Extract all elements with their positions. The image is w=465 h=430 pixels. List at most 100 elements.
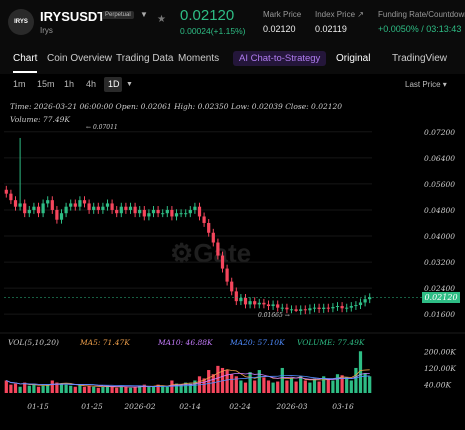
candle-body bbox=[36, 206, 41, 214]
volume-bar bbox=[55, 382, 59, 393]
volume-bar bbox=[170, 380, 174, 393]
candle-body bbox=[266, 304, 271, 307]
high-annotation-value: 0.07011 bbox=[92, 124, 118, 131]
volume-bar bbox=[27, 385, 31, 393]
volume-bar bbox=[124, 386, 128, 393]
tab-trading-data[interactable]: Trading Data bbox=[116, 53, 174, 64]
candle-body bbox=[82, 200, 87, 204]
volume-bar bbox=[239, 380, 243, 393]
candle-body bbox=[317, 307, 321, 309]
volume-bar bbox=[138, 385, 142, 393]
volume-bar bbox=[142, 384, 146, 393]
volume-bar bbox=[41, 385, 45, 393]
tab-moments[interactable]: Moments bbox=[178, 53, 220, 64]
volume-bar bbox=[128, 387, 133, 393]
timeframe-15m[interactable]: 15m bbox=[37, 79, 55, 89]
volume-bar bbox=[96, 387, 100, 393]
index-price-label[interactable]: Index Price ↗ bbox=[315, 10, 364, 19]
volume-bar bbox=[276, 381, 280, 393]
volume-bar bbox=[32, 384, 36, 393]
tab-chart[interactable]: Chart bbox=[13, 53, 38, 64]
volume-bar bbox=[331, 380, 335, 393]
volume-bar bbox=[23, 382, 27, 393]
timeframe-dropdown-icon[interactable]: ▼ bbox=[126, 81, 133, 88]
timeframe-1m[interactable]: 1m bbox=[13, 79, 26, 89]
volume-bar bbox=[211, 374, 215, 393]
candle-body bbox=[55, 209, 59, 220]
candle-body bbox=[161, 213, 165, 215]
mark-price-value: 0.02120 bbox=[263, 24, 296, 34]
volume-bar bbox=[174, 383, 179, 393]
candle-body bbox=[184, 213, 188, 215]
volume-bar bbox=[317, 381, 321, 393]
header: IRYS IRYSUSDT Perpetual Irys ▼ ★ 0.02120… bbox=[0, 0, 465, 44]
active-tab-indicator bbox=[13, 71, 37, 73]
chevron-down-icon[interactable]: ▼ bbox=[140, 10, 148, 19]
candle-body bbox=[368, 297, 372, 300]
candle-body bbox=[124, 206, 128, 210]
candle-body bbox=[326, 307, 330, 309]
timeframe-4h[interactable]: 4h bbox=[86, 79, 97, 89]
ma5-legend: MA5: 71.47K bbox=[80, 338, 130, 347]
candle-body bbox=[59, 213, 64, 220]
volume-bar bbox=[69, 385, 73, 393]
tab-ai-chat-to-strategy[interactable]: AI Chat-to-Strategy bbox=[233, 51, 327, 66]
candle-body bbox=[271, 304, 275, 307]
tab-coin-overview[interactable]: Coin Overview bbox=[47, 53, 113, 64]
candle-body bbox=[174, 213, 179, 217]
volume-bar bbox=[230, 374, 234, 393]
volume-bar bbox=[133, 386, 137, 393]
x-tick-label: 02-24 bbox=[229, 402, 251, 411]
candle-body bbox=[87, 203, 91, 210]
volume-bar bbox=[303, 380, 307, 393]
timeframe-1h[interactable]: 1h bbox=[64, 79, 75, 89]
y-tick-label: 0.03200 bbox=[424, 258, 455, 267]
vol-legend: VOL(5,10,20) bbox=[8, 338, 59, 347]
candle-body bbox=[230, 281, 234, 292]
volume-bar bbox=[262, 377, 266, 393]
last-price-select[interactable]: Last Price ▾ bbox=[405, 80, 447, 89]
x-tick-label: 01-15 bbox=[27, 402, 49, 411]
volume-bar bbox=[271, 382, 275, 393]
candle-body bbox=[202, 216, 206, 223]
volume-bar bbox=[105, 385, 110, 393]
candle-body bbox=[211, 232, 215, 243]
candle-body bbox=[197, 206, 202, 217]
volume-bar bbox=[9, 384, 13, 393]
volume-tick-label: 200.00K bbox=[423, 347, 456, 356]
timeframe-1d[interactable]: 1D bbox=[108, 79, 120, 89]
volume-bar bbox=[82, 386, 87, 393]
star-icon[interactable]: ★ bbox=[157, 14, 166, 25]
symbol-name[interactable]: IRYSUSDT bbox=[40, 9, 106, 24]
candle-body bbox=[138, 209, 142, 214]
last-price: 0.02120 bbox=[180, 7, 235, 24]
candle-body bbox=[349, 306, 353, 308]
candle-body bbox=[165, 209, 169, 214]
ohlc-info: Time: 2026-03-21 06:00:00 Open: 0.02061 … bbox=[10, 102, 343, 111]
candle-body bbox=[115, 209, 119, 214]
volume-bar bbox=[18, 386, 22, 393]
x-tick-label: 2026-02 bbox=[123, 402, 155, 411]
volume-bar bbox=[50, 380, 54, 393]
volume-bar bbox=[161, 385, 165, 393]
y-tick-label: 0.06400 bbox=[424, 154, 455, 163]
candle-body bbox=[128, 206, 133, 210]
tab-tradingview[interactable]: TradingView bbox=[392, 53, 448, 64]
volume-bar bbox=[92, 386, 96, 393]
volume-bar bbox=[216, 365, 220, 393]
volume-bar bbox=[46, 384, 50, 393]
candle-body bbox=[335, 306, 340, 308]
tab-original[interactable]: Original bbox=[336, 53, 371, 64]
candle-body bbox=[179, 213, 183, 215]
candle-body bbox=[78, 200, 82, 207]
candle-body bbox=[234, 291, 238, 302]
x-tick-label: 03-16 bbox=[332, 402, 354, 411]
volume-bar bbox=[363, 373, 367, 393]
ma20-line bbox=[6, 375, 370, 387]
candle-body bbox=[354, 305, 358, 307]
low-annotation-value: 0.01665 bbox=[258, 312, 283, 319]
volume-bar bbox=[294, 381, 298, 393]
candle-body bbox=[73, 203, 77, 207]
candle-body bbox=[151, 209, 156, 214]
